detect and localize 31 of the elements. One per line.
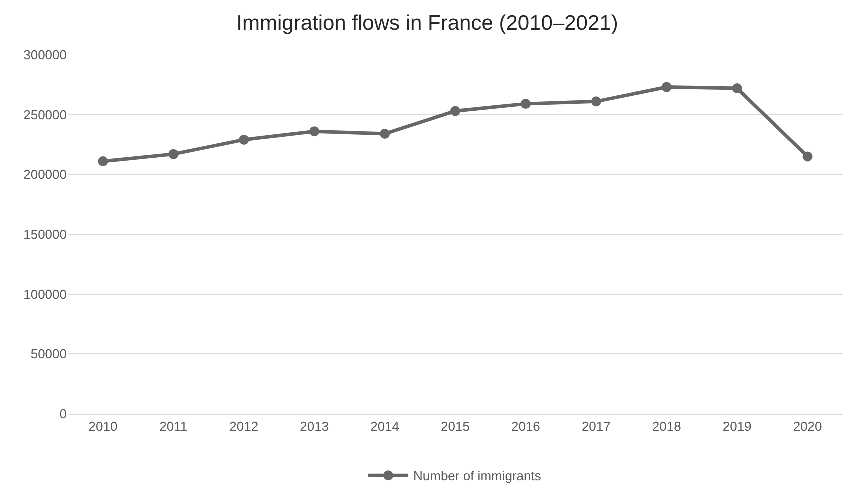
y-tick-label: 200000 bbox=[24, 167, 67, 182]
x-tick-label: 2011 bbox=[160, 418, 188, 434]
point bbox=[168, 149, 179, 160]
point bbox=[802, 152, 813, 162]
x-tick-label: 2019 bbox=[722, 418, 752, 434]
y-tick-label: 0 bbox=[60, 406, 67, 422]
legend-label: Number of immigrants bbox=[414, 468, 542, 484]
y-tick-label: 250000 bbox=[24, 107, 67, 122]
point bbox=[591, 96, 602, 107]
y-tick-label: 150000 bbox=[24, 227, 67, 242]
y-tick-label: 50000 bbox=[30, 346, 67, 362]
point bbox=[310, 126, 320, 137]
x-tick-label: 2012 bbox=[230, 418, 259, 434]
point bbox=[450, 106, 460, 116]
point bbox=[380, 128, 390, 139]
x-tick-label: 2013 bbox=[300, 418, 330, 434]
point bbox=[732, 84, 742, 94]
x-tick-label: 2014 bbox=[370, 418, 400, 434]
point bbox=[662, 82, 672, 92]
chart-title: Immigration flows in France (2010–2021) bbox=[236, 12, 618, 35]
point bbox=[520, 99, 531, 110]
x-tick-label: 2010 bbox=[88, 418, 118, 434]
y-tick-label: 300000 bbox=[24, 48, 67, 63]
x-tick-label: 2018 bbox=[652, 418, 682, 434]
x-tick-label: 2017 bbox=[582, 418, 611, 434]
x-tick-label: 2020 bbox=[793, 418, 822, 434]
y-tick-label: 100000 bbox=[24, 286, 67, 302]
x-tick-label: 2016 bbox=[511, 418, 540, 434]
point bbox=[98, 156, 108, 166]
point bbox=[239, 134, 250, 145]
x-tick-label: 2015 bbox=[441, 418, 470, 434]
